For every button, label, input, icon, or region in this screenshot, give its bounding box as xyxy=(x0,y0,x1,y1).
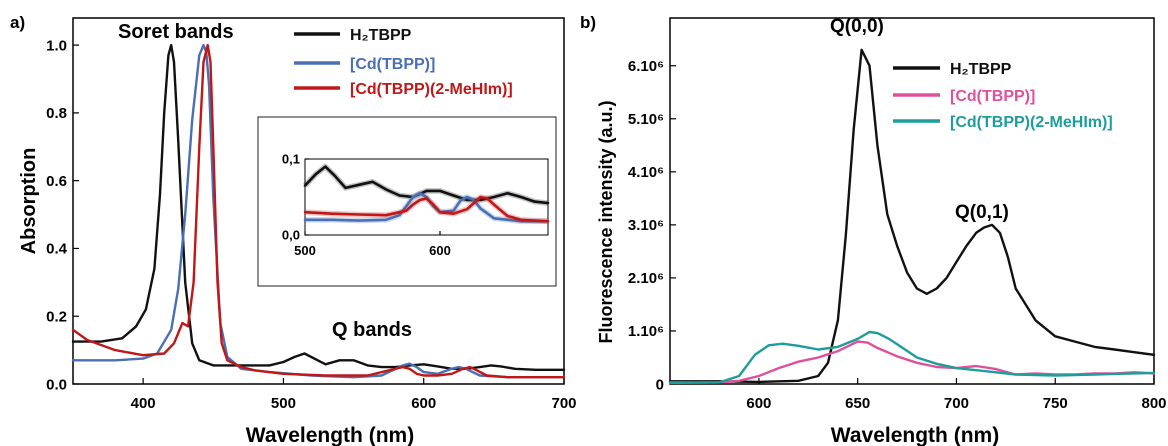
panel-b-x-ticks: 600 650 700 750 800 xyxy=(746,378,1167,412)
panel-a-x-axis-label: Wavelength (nm) xyxy=(246,424,414,446)
panel-b-fluorescence-chart: b) 0 1.10⁶ 2.10⁶ 3.10⁶ 4.10⁶ 5.10⁶ 6.10⁶ 600 65… xyxy=(580,13,1167,446)
panel-a-y-ticks: 0.0 0.2 0.4 0.6 0.8 1.0 xyxy=(46,37,79,393)
panel-b-frame xyxy=(669,17,1155,385)
panel-a-legend: H₂TBPP [Cd(TBPP)] [Cd(TBPP)(2-MeHIm)] xyxy=(294,27,513,98)
legend-a-label-cd-tbpp: [Cd(TBPP)] xyxy=(350,56,435,73)
panel-a-label: a) xyxy=(10,13,25,32)
panel-b-x-tick-label: 600 xyxy=(746,395,771,412)
inset-y-tick-label: 0,1 xyxy=(282,152,300,167)
inset-x-tick-label: 500 xyxy=(294,243,316,258)
panel-a-x-ticks: 400 500 600 700 xyxy=(131,378,577,412)
panel-b-x-axis-label: Wavelength (nm) xyxy=(831,424,999,446)
panel-a-y-tick-label: 0.8 xyxy=(46,105,67,122)
panel-b-label: b) xyxy=(580,13,596,32)
panel-a-y-tick-label: 0.4 xyxy=(46,241,68,258)
q01-annotation: Q(0,1) xyxy=(955,202,1009,223)
panel-a-absorption-chart: a) 0.0 0.2 0.4 0.6 0.8 1.0 400 500 600 700 Absor… xyxy=(10,13,577,446)
legend-b-label-cd-tbpp-mehim: [Cd(TBPP)(2-MeHIm)] xyxy=(950,114,1113,131)
panel-b-x-tick-label: 750 xyxy=(1043,395,1068,412)
inset-plot-frame xyxy=(304,158,549,236)
panel-b-series xyxy=(668,48,1156,385)
soret-bands-annotation: Soret bands xyxy=(118,21,234,43)
q00-annotation: Q(0,0) xyxy=(830,16,884,37)
q-bands-annotation: Q bands xyxy=(332,319,412,341)
panel-a-x-tick-label: 600 xyxy=(411,395,436,412)
panel-b-series-line-cd-tbpp-2-mehim xyxy=(668,330,1156,385)
panel-a-y-axis-label: Absorption xyxy=(18,148,40,255)
panel-b-y-tick-label: 6.10⁶ xyxy=(628,58,664,75)
panel-a-y-tick-label: 0.6 xyxy=(46,173,67,190)
panel-b-x-tick-label: 800 xyxy=(1141,395,1166,412)
absorption-inset-chart: 500 600 0,0 0,1 xyxy=(257,116,557,287)
panel-b-x-tick-label: 650 xyxy=(845,395,870,412)
panel-b-y-tick-label: 3.10⁶ xyxy=(628,217,664,234)
panel-b-y-tick-label: 2.10⁶ xyxy=(628,270,664,287)
inset-x-tick-label: 600 xyxy=(429,243,451,258)
inset-ticks: 500 600 0,0 0,1 xyxy=(282,152,451,258)
inset-border xyxy=(257,116,557,287)
panel-a-x-tick-label: 700 xyxy=(551,395,576,412)
panel-a-series-line-cd-tbpp-2-mehim xyxy=(71,43,566,379)
inset-series-line-cd-tbpp-2-mehim xyxy=(303,195,550,223)
inset-y-tick-label: 0,0 xyxy=(282,228,300,243)
panel-a-y-tick-label: 0.2 xyxy=(46,308,67,325)
panel-b-y-tick-label: 4.10⁶ xyxy=(628,164,664,181)
legend-b-label-h2tbpp: H₂TBPP xyxy=(950,61,1012,78)
inset-series xyxy=(302,163,550,225)
panel-b-y-ticks: 0 1.10⁶ 2.10⁶ 3.10⁶ 4.10⁶ 5.10⁶ 6.10⁶ xyxy=(628,58,676,393)
panel-a-y-tick-label: 0.0 xyxy=(46,376,67,393)
panel-a-x-tick-label: 400 xyxy=(131,395,156,412)
panel-b-y-tick-label: 1.10⁶ xyxy=(628,323,664,340)
panel-a-series xyxy=(71,43,566,379)
panel-a-y-tick-label: 1.0 xyxy=(46,37,67,54)
legend-a-label-h2tbpp: H₂TBPP xyxy=(350,27,412,44)
panel-b-legend: H₂TBPP [Cd(TBPP)] [Cd(TBPP)(2-MeHIm)] xyxy=(893,61,1113,131)
legend-b-label-cd-tbpp: [Cd(TBPP)] xyxy=(950,88,1035,105)
panel-b-y-tick-label: 0 xyxy=(656,376,664,393)
panel-b-series-line-cd-tbpp xyxy=(668,340,1156,384)
legend-a-label-cd-tbpp-mehim: [Cd(TBPP)(2-MeHIm)] xyxy=(350,81,513,98)
panel-a-frame xyxy=(72,17,565,385)
panel-a-x-tick-label: 500 xyxy=(271,395,296,412)
panel-b-y-axis-label: Fluorescence intensity (a.u.) xyxy=(596,100,616,343)
panel-b-y-tick-label: 5.10⁶ xyxy=(628,111,664,128)
panel-b-x-tick-label: 700 xyxy=(944,395,969,412)
panel-b-series-line-h-tbpp xyxy=(668,48,1156,384)
